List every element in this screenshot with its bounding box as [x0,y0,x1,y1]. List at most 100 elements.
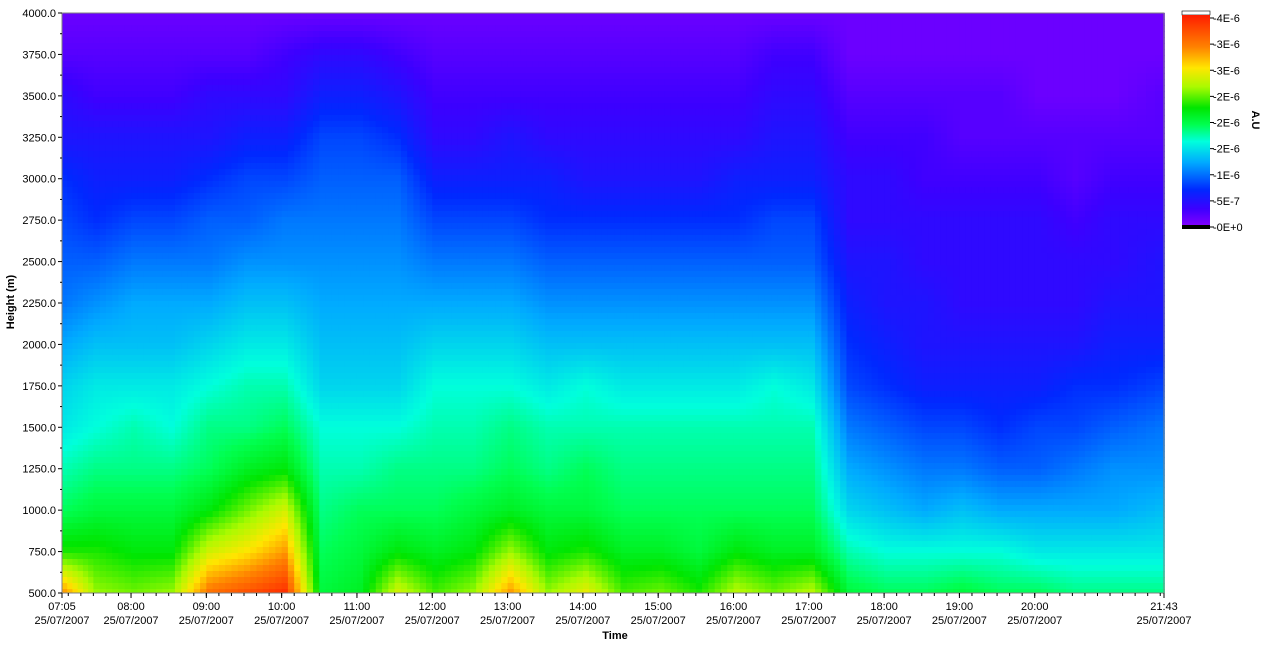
heatmap-cell [78,61,84,68]
heatmap-cell [88,175,94,182]
heatmap-cell [238,265,245,272]
heatmap-cell [206,511,213,518]
heatmap-cell [244,469,251,476]
heatmap-cell [125,589,132,593]
heatmap-cell [131,43,138,50]
heatmap-cell [137,205,144,212]
heatmap-cell [370,43,377,50]
heatmap-cell [150,193,157,200]
heatmap-cell [344,397,351,404]
heatmap-cell [67,211,73,218]
heatmap-cell [169,349,176,356]
heatmap-cell [213,175,220,182]
heatmap-cell [219,97,226,104]
heatmap-cell [125,469,132,476]
heatmap-cell [376,265,383,272]
heatmap-cell [67,157,73,164]
heatmap-cell [62,55,68,62]
heatmap-cell [300,13,307,20]
heatmap-cell [357,391,364,398]
heatmap-cell [326,169,333,176]
heatmap-cell [169,289,176,296]
heatmap-cell [62,457,68,464]
heatmap-cell [72,559,78,566]
heatmap-cell [67,205,73,212]
heatmap-cell [363,43,370,50]
heatmap-cell [338,181,345,188]
heatmap-cell [88,511,94,518]
heatmap-cell [219,55,226,62]
heatmap-cell [150,523,157,530]
heatmap-cell [257,67,264,74]
heatmap-cell [357,169,364,176]
heatmap-cell [344,475,351,482]
heatmap-cell [313,565,320,572]
heatmap-cell [175,223,182,230]
heatmap-cell [357,565,364,572]
heatmap-cell [300,103,307,110]
heatmap-cell [88,397,94,404]
heatmap-cell [137,91,144,98]
heatmap-cell [269,541,276,548]
heatmap-cell [78,19,84,26]
heatmap-cell [131,505,138,512]
heatmap-cell [307,505,314,512]
heatmap-cell [150,151,157,158]
heatmap-cell [294,169,301,176]
heatmap-cell [112,469,119,476]
heatmap-cell [294,409,301,416]
heatmap-cell [288,445,295,452]
heatmap-cell [169,583,176,590]
heatmap-cell [125,193,132,200]
heatmap-cell [288,97,295,104]
heatmap-cell [62,547,68,554]
heatmap-cell [275,439,282,446]
heatmap-cell [219,349,226,356]
heatmap-cell [83,139,89,146]
heatmap-cell [370,385,377,392]
heatmap-cell [219,259,226,266]
heatmap-cell [175,55,182,62]
heatmap-cell [313,55,320,62]
heatmap-cell [67,193,73,200]
heatmap-cell [269,265,276,272]
heatmap-cell [83,55,89,62]
heatmap-cell [244,19,251,26]
heatmap-cell [137,319,144,326]
heatmap-cell [332,337,339,344]
heatmap-cell [282,511,289,518]
heatmap-cell [313,103,320,110]
heatmap-cell [263,67,270,74]
heatmap-cell [62,355,68,362]
heatmap-cell [300,193,307,200]
heatmap-cell [363,493,370,500]
heatmap-cell [156,223,163,230]
heatmap-cell [150,271,157,278]
heatmap-cell [376,121,383,128]
heatmap-cell [118,181,125,188]
heatmap-cell [137,307,144,314]
heatmap-cell [338,199,345,206]
heatmap-cell [351,145,358,152]
heatmap-cell [93,265,100,272]
heatmap-cell [106,523,113,530]
heatmap-cell [338,355,345,362]
heatmap-cell [206,109,213,116]
heatmap-cell [238,175,245,182]
heatmap-cell [83,187,89,194]
heatmap-cell [194,433,201,440]
heatmap-cell [156,325,163,332]
heatmap-cell [319,433,326,440]
heatmap-cell [313,247,320,254]
heatmap-cell [282,487,289,494]
heatmap-cell [319,553,326,560]
heatmap-cell [344,331,351,338]
heatmap-cell [288,157,295,164]
heatmap-cell [175,67,182,74]
heatmap-cell [357,187,364,194]
heatmap-cell [351,583,358,590]
heatmap-cell [67,565,73,572]
heatmap-cell [313,115,320,122]
heatmap-cell [244,325,251,332]
heatmap-cell [319,511,326,518]
